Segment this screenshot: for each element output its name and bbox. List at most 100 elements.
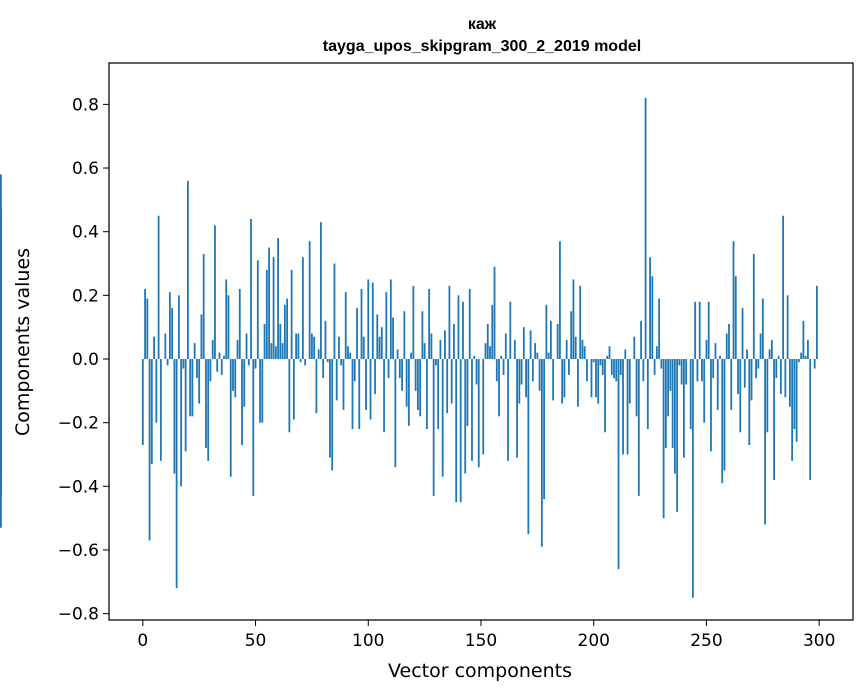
bar: [797, 359, 800, 363]
bar: [556, 323, 559, 359]
bar: [369, 359, 372, 420]
bar: [502, 359, 505, 375]
bar: [250, 218, 252, 360]
bar: [714, 343, 717, 359]
bar: [389, 279, 392, 359]
bar: [723, 359, 726, 471]
bar: [516, 359, 518, 458]
chart-subtitle: tayga_upos_skipgram_300_2_2019 model: [323, 38, 641, 55]
bar: [374, 359, 376, 395]
bar: [159, 359, 162, 461]
bar: [525, 359, 527, 398]
bar: [256, 260, 259, 360]
bar: [489, 346, 491, 359]
y-tick-label: 0.8: [72, 95, 99, 115]
bar: [148, 359, 151, 541]
bar: [173, 359, 176, 474]
bar: [538, 359, 541, 391]
bar: [432, 359, 435, 496]
bar: [272, 257, 275, 359]
bar: [279, 323, 282, 359]
bar: [457, 295, 460, 360]
bar: [599, 359, 602, 366]
bar: [421, 311, 424, 359]
bar: [223, 355, 225, 359]
bar: [473, 355, 476, 359]
bar: [419, 359, 422, 417]
bar: [367, 279, 370, 359]
bar: [236, 339, 239, 360]
bar: [405, 359, 408, 407]
bar: [610, 359, 613, 375]
bar: [653, 359, 656, 375]
bar: [0, 359, 2, 439]
bar: [423, 343, 426, 359]
bar: [619, 359, 622, 375]
bar: [252, 359, 255, 496]
bar: [635, 359, 638, 417]
bar: [0, 257, 2, 359]
bar: [387, 359, 390, 379]
bar: [412, 285, 415, 360]
bar: [437, 359, 440, 430]
bar: [507, 359, 509, 461]
bar: [622, 359, 624, 455]
bar: [601, 359, 604, 375]
bar: [428, 288, 431, 359]
x-tick-label: 200: [578, 631, 610, 651]
bar: [182, 359, 185, 369]
bar: [193, 343, 196, 359]
bar: [788, 359, 791, 407]
bar: [459, 359, 462, 503]
bar: [698, 301, 701, 359]
y-tick-label: 0.6: [72, 159, 99, 179]
bar: [624, 349, 627, 360]
bar: [651, 276, 654, 359]
bar: [685, 359, 688, 385]
bar: [187, 180, 189, 360]
bar: [669, 359, 672, 391]
bar: [779, 359, 782, 395]
bar: [719, 355, 721, 359]
bar: [712, 359, 715, 379]
bar: [324, 320, 327, 359]
bar: [150, 359, 153, 465]
bars-group: [0, 98, 818, 598]
bar: [462, 301, 464, 359]
bar: [696, 359, 699, 382]
bar: [658, 298, 661, 359]
bar: [694, 301, 697, 359]
bar: [209, 359, 212, 382]
bar: [153, 336, 155, 360]
bar: [534, 343, 537, 359]
bar: [664, 359, 667, 449]
bar: [734, 276, 737, 359]
bar: [414, 359, 417, 391]
bar: [777, 355, 780, 359]
bar: [493, 266, 496, 359]
bar: [220, 359, 223, 375]
y-axis-label: Components values: [12, 248, 34, 436]
bar: [570, 311, 573, 359]
bar: [401, 359, 403, 391]
bar: [703, 359, 706, 423]
bar: [802, 320, 805, 359]
bar: [671, 359, 674, 449]
bar: [642, 359, 645, 382]
bar: [468, 288, 471, 359]
bar: [491, 304, 494, 360]
bar: [761, 298, 764, 359]
bar: [676, 359, 679, 512]
bar: [590, 359, 593, 398]
bar: [739, 359, 742, 433]
bar: [678, 359, 681, 366]
bar: [683, 359, 685, 458]
bar: [301, 257, 304, 359]
bar: [144, 288, 146, 359]
bar: [628, 359, 631, 404]
bar: [238, 288, 241, 359]
bar: [477, 359, 480, 468]
bar: [471, 359, 473, 461]
bar: [509, 301, 512, 359]
bar: [146, 298, 149, 359]
